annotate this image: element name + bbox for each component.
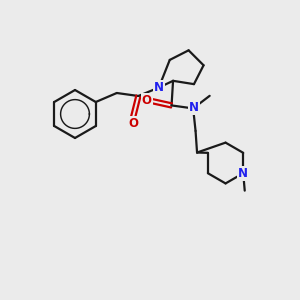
Text: N: N [189, 101, 199, 114]
Text: N: N [154, 81, 164, 94]
Text: O: O [128, 117, 138, 130]
Text: N: N [238, 167, 248, 180]
Text: O: O [142, 94, 152, 107]
